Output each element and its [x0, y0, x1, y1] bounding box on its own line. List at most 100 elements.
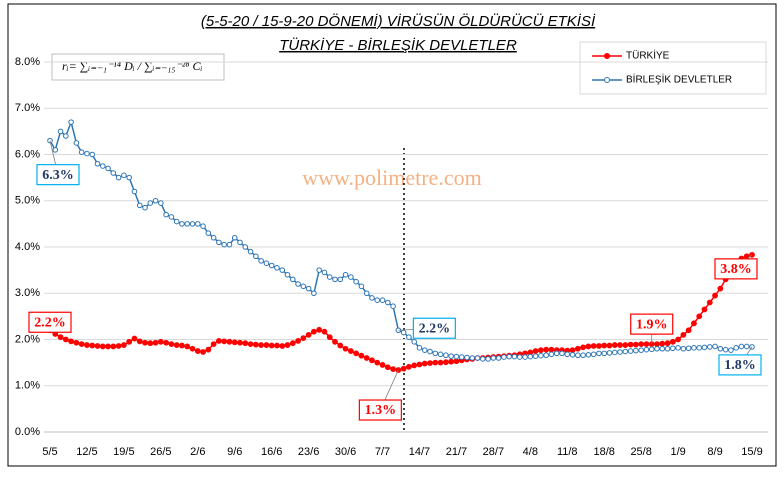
data-point	[221, 338, 228, 345]
data-point	[279, 343, 286, 349]
data-point	[712, 292, 718, 299]
data-label: 2.2%	[419, 321, 451, 336]
data-point	[622, 348, 629, 355]
data-point	[342, 271, 349, 278]
data-point	[84, 150, 90, 157]
data-point	[416, 361, 423, 368]
data-point	[432, 359, 439, 366]
data-point	[743, 343, 750, 350]
data-point	[738, 343, 745, 350]
data-point	[669, 338, 676, 345]
data-point	[553, 350, 560, 357]
data-point	[316, 326, 323, 333]
data-point	[110, 170, 117, 176]
data-point	[437, 359, 444, 366]
x-tick-label: 18/8	[593, 446, 614, 458]
data-point	[52, 147, 59, 153]
data-point	[126, 338, 133, 345]
data-point	[210, 341, 217, 348]
data-point	[390, 366, 396, 373]
data-point	[490, 355, 497, 361]
data-point	[432, 350, 439, 357]
data-point	[696, 345, 703, 351]
y-tick-label: 8.0%	[15, 56, 40, 68]
data-point	[353, 350, 360, 357]
data-point	[163, 339, 170, 346]
data-point	[73, 140, 80, 146]
data-point	[347, 348, 354, 354]
data-point	[411, 339, 417, 345]
data-point	[89, 342, 96, 349]
data-point	[136, 338, 143, 345]
data-point	[142, 339, 148, 346]
y-tick-label: 6.0%	[15, 148, 40, 160]
data-point	[173, 218, 180, 225]
data-point	[601, 350, 608, 357]
data-point	[590, 351, 597, 358]
data-point	[189, 345, 196, 352]
data-point	[733, 345, 739, 351]
data-point	[189, 221, 196, 227]
data-point	[237, 339, 243, 346]
data-point	[427, 348, 433, 355]
data-point	[374, 359, 381, 366]
x-tick-label: 21/7	[446, 446, 467, 458]
data-point	[184, 343, 191, 350]
data-point	[511, 353, 518, 360]
x-tick-label: 26/5	[150, 446, 171, 458]
y-tick-label: 0.0%	[15, 426, 40, 438]
data-point	[421, 360, 428, 367]
data-point	[654, 341, 660, 348]
data-point	[696, 313, 703, 320]
data-point	[453, 353, 460, 360]
data-point	[664, 340, 671, 347]
data-point	[274, 342, 280, 349]
data-point	[717, 345, 724, 352]
data-point	[638, 347, 644, 353]
data-point	[643, 341, 650, 348]
legend-label: BİRLEŞİK DEVLETLER	[626, 73, 732, 86]
data-point	[480, 356, 486, 362]
data-point	[231, 339, 238, 346]
data-point	[268, 262, 275, 269]
data-point	[363, 290, 370, 297]
x-tick-label: 9/6	[227, 446, 242, 458]
data-point	[559, 350, 565, 357]
data-point	[289, 340, 296, 347]
data-point	[326, 274, 333, 280]
data-point	[501, 354, 507, 360]
data-point	[268, 342, 275, 349]
data-point	[247, 248, 254, 255]
data-point	[369, 357, 375, 364]
data-point	[131, 188, 138, 195]
data-point	[200, 349, 206, 355]
data-label: 1.8%	[724, 358, 756, 373]
data-point	[675, 345, 681, 351]
data-point	[406, 363, 412, 370]
label-box	[412, 317, 456, 339]
data-point	[62, 336, 69, 343]
x-tick-label: 8/9	[707, 446, 722, 458]
data-point	[548, 346, 555, 353]
data-point	[247, 341, 254, 348]
data-point	[632, 341, 639, 348]
data-point	[295, 337, 301, 344]
data-point	[179, 221, 185, 227]
data-point	[485, 356, 491, 362]
data-point	[522, 354, 528, 360]
x-tick-label: 4/8	[523, 446, 538, 458]
data-point	[305, 285, 312, 292]
data-point	[332, 338, 338, 345]
data-point	[342, 345, 349, 352]
data-point	[717, 285, 724, 292]
data-point	[638, 341, 645, 348]
data-point	[633, 347, 639, 354]
data-point	[728, 347, 734, 353]
grid	[44, 61, 768, 433]
data-point	[685, 327, 692, 334]
data-point	[289, 276, 296, 283]
data-point	[337, 342, 344, 349]
data-point	[464, 354, 470, 361]
data-point	[68, 119, 74, 125]
data-point	[701, 344, 708, 351]
